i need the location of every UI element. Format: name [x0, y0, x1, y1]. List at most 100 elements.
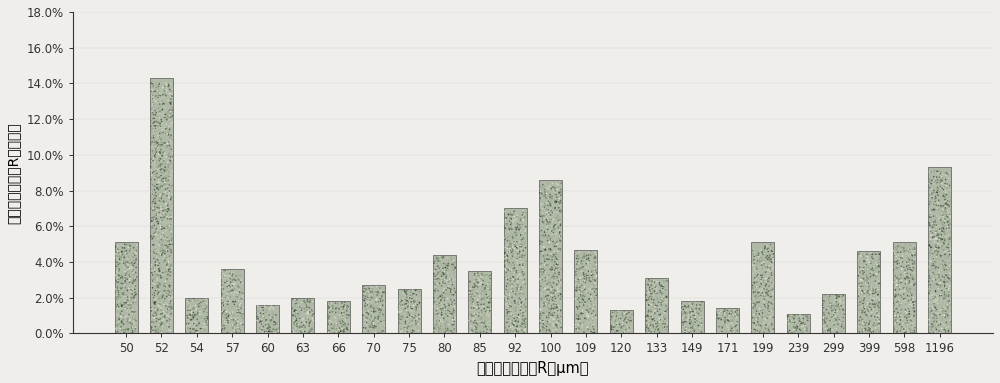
Point: [466, 317, 482, 323]
Point: [549, 208, 565, 214]
Point: [928, 219, 944, 225]
Point: [538, 293, 554, 300]
Point: [297, 308, 313, 314]
Point: [219, 302, 235, 308]
Point: [541, 296, 557, 302]
Point: [939, 298, 955, 304]
Point: [651, 311, 667, 318]
Point: [500, 277, 516, 283]
Point: [162, 188, 178, 194]
Point: [231, 302, 247, 308]
Point: [155, 204, 171, 210]
Point: [153, 320, 169, 326]
Point: [431, 267, 447, 273]
Point: [161, 151, 177, 157]
Point: [444, 304, 460, 311]
Point: [181, 303, 197, 309]
Point: [897, 276, 913, 282]
Point: [163, 132, 179, 138]
Point: [759, 254, 775, 260]
Point: [187, 312, 203, 318]
Point: [553, 285, 569, 291]
Point: [867, 275, 883, 282]
Point: [233, 277, 249, 283]
Point: [589, 309, 605, 315]
Point: [430, 329, 446, 335]
Point: [780, 313, 796, 319]
Point: [581, 303, 597, 309]
Point: [115, 327, 131, 333]
Point: [152, 111, 168, 117]
Point: [858, 326, 874, 332]
Point: [940, 171, 956, 177]
Point: [864, 254, 880, 260]
Point: [301, 319, 317, 325]
Point: [157, 226, 173, 232]
Point: [440, 313, 456, 319]
Point: [471, 288, 487, 295]
Point: [580, 273, 596, 279]
Point: [394, 298, 410, 304]
Point: [153, 330, 169, 336]
Point: [513, 232, 529, 238]
Point: [159, 238, 175, 244]
Point: [298, 330, 314, 336]
Point: [886, 324, 902, 330]
Point: [906, 309, 922, 315]
Point: [400, 315, 416, 321]
Point: [578, 255, 594, 261]
Point: [226, 275, 242, 282]
Point: [871, 313, 887, 319]
Point: [229, 298, 245, 304]
Point: [399, 307, 415, 313]
Point: [502, 222, 518, 228]
Point: [545, 239, 561, 245]
Point: [937, 260, 953, 267]
Point: [643, 301, 659, 308]
Point: [435, 278, 451, 285]
Point: [466, 272, 482, 278]
Point: [122, 329, 138, 335]
Point: [223, 279, 239, 285]
Point: [604, 316, 620, 322]
Point: [575, 259, 591, 265]
Point: [476, 294, 492, 300]
Point: [161, 162, 177, 168]
Point: [587, 255, 603, 261]
Point: [543, 250, 559, 257]
Point: [473, 301, 489, 308]
Point: [371, 307, 387, 313]
Point: [128, 305, 144, 311]
Point: [146, 137, 162, 143]
Point: [572, 299, 588, 305]
Point: [866, 304, 882, 311]
Point: [233, 305, 249, 311]
Point: [152, 187, 168, 193]
Point: [161, 154, 177, 160]
Point: [499, 242, 515, 248]
Point: [854, 298, 870, 304]
Point: [659, 295, 675, 301]
Point: [851, 285, 867, 291]
Point: [863, 262, 879, 268]
Point: [111, 292, 127, 298]
Point: [153, 147, 169, 153]
Point: [498, 256, 514, 262]
Point: [585, 288, 601, 295]
Point: [855, 304, 871, 310]
Point: [286, 321, 302, 327]
Point: [930, 265, 946, 271]
Point: [757, 258, 773, 264]
Point: [198, 313, 214, 319]
Point: [159, 205, 175, 211]
Point: [650, 326, 666, 332]
Point: [930, 285, 946, 291]
Point: [109, 305, 125, 311]
Point: [509, 246, 525, 252]
Point: [552, 197, 568, 203]
Point: [109, 323, 125, 329]
Point: [124, 325, 140, 331]
Point: [855, 265, 871, 271]
Point: [833, 301, 849, 307]
Point: [110, 321, 126, 327]
